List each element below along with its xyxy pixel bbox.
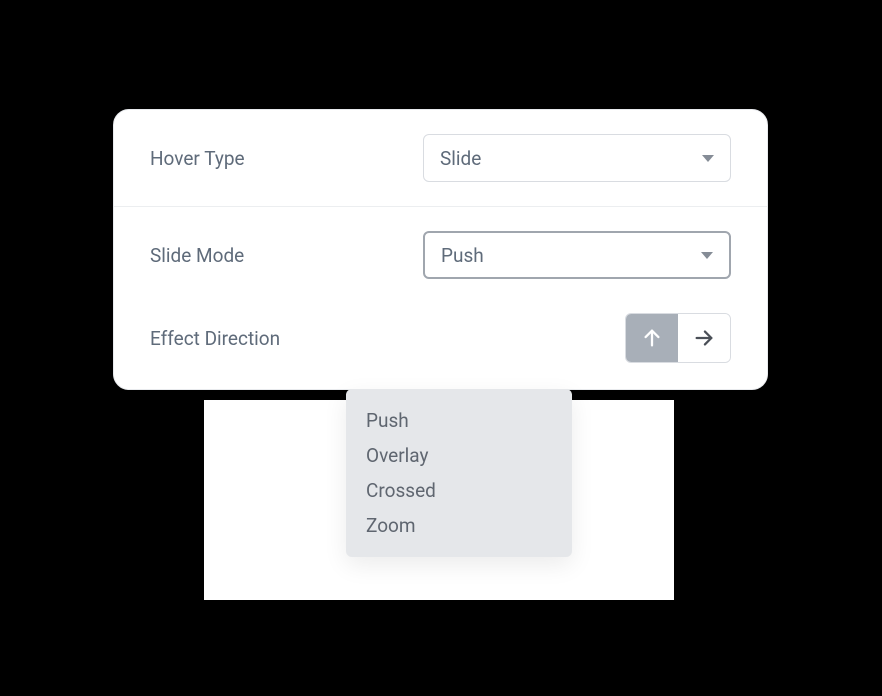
- effect-direction-label: Effect Direction: [150, 327, 280, 350]
- hover-type-value: Slide: [440, 147, 481, 170]
- hover-type-label: Hover Type: [150, 147, 245, 170]
- effect-direction-toggle: [625, 313, 731, 363]
- dropdown-option-crossed[interactable]: Crossed: [346, 473, 572, 508]
- settings-panel: Hover Type Slide Slide Mode Push Effect …: [113, 109, 768, 390]
- direction-up-button[interactable]: [626, 314, 678, 362]
- hover-type-row: Hover Type Slide: [114, 110, 767, 207]
- slide-mode-dropdown-menu: Push Overlay Crossed Zoom: [346, 389, 572, 557]
- slide-mode-label: Slide Mode: [150, 244, 244, 267]
- slide-mode-value: Push: [441, 244, 484, 267]
- caret-down-icon: [701, 252, 713, 259]
- dropdown-option-push[interactable]: Push: [346, 403, 572, 438]
- arrow-up-icon: [641, 327, 663, 349]
- dropdown-option-zoom[interactable]: Zoom: [346, 508, 572, 543]
- slide-mode-select[interactable]: Push: [423, 231, 731, 279]
- dropdown-option-overlay[interactable]: Overlay: [346, 438, 572, 473]
- slide-mode-row: Slide Mode Push: [114, 207, 767, 303]
- arrow-right-icon: [693, 327, 715, 349]
- caret-down-icon: [702, 155, 714, 162]
- direction-right-button[interactable]: [678, 314, 730, 362]
- hover-type-select[interactable]: Slide: [423, 134, 731, 182]
- effect-direction-row: Effect Direction: [114, 303, 767, 389]
